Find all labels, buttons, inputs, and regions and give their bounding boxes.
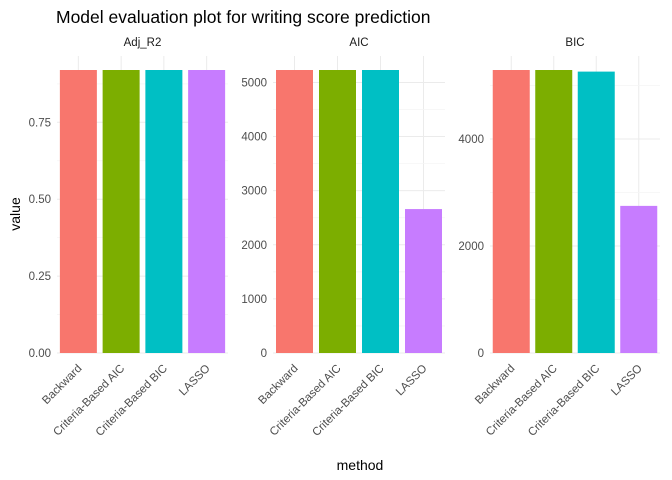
bar-aic-backward: [276, 70, 313, 353]
facet-strip-label: AIC: [349, 37, 368, 49]
y-tick-label: 2000: [241, 240, 267, 252]
x-tick-label: LASSO: [394, 363, 430, 399]
bar-bic-lasso: [620, 205, 658, 353]
facet-panels: 0.000.250.500.75Adj_R2BackwardCriteria-B…: [29, 37, 660, 439]
x-tick-label: Criteria-Based BIC: [94, 363, 170, 439]
y-tick-label: 0.50: [29, 194, 51, 206]
y-tick-label: 1000: [241, 294, 267, 306]
bar-aic-lasso: [405, 209, 442, 353]
panel-adj-r2: 0.00 0.25 0.50 0.75 Adj_R2 BackwardCriteria-B…: [29, 37, 228, 439]
y-tick-label: 0.75: [29, 117, 51, 129]
y-tick-label: 0: [261, 348, 267, 360]
x-tick-label: Criteria-Based BIC: [310, 363, 386, 439]
x-tick-label: Criteria-Based BIC: [526, 363, 602, 439]
x-tick-label: Backward: [473, 363, 517, 407]
bar-adj-r2-backward: [59, 70, 97, 353]
x-tick-label: Backward: [40, 363, 84, 407]
y-tick-label: 5000: [241, 77, 267, 89]
bar-adj-r2-lasso: [188, 70, 226, 353]
x-tick-label: Criteria-Based AIC: [51, 363, 127, 439]
facet-strip-label: BIC: [565, 37, 584, 49]
panel-aic: 0 1000 2000 3000 4000 5000 AIC BackwardCriteria…: [241, 37, 445, 439]
y-tick-label: 0.00: [29, 348, 51, 360]
bar-aic-criteria-based-bic: [362, 70, 399, 353]
y-tick-label: 4000: [458, 134, 484, 146]
x-tick-label: LASSO: [609, 363, 645, 399]
x-tick-label: LASSO: [177, 363, 213, 399]
x-tick-label: Criteria-Based AIC: [484, 363, 560, 439]
chart-title: Model evaluation plot for writing score …: [56, 7, 431, 27]
bar-bic-backward: [492, 70, 530, 353]
x-axis-title: method: [337, 457, 384, 473]
y-tick-label: 0.25: [29, 271, 51, 283]
bar-aic-criteria-based-aic: [319, 70, 356, 353]
x-tick-label: Backward: [256, 363, 300, 407]
x-tick-label: Criteria-Based AIC: [268, 363, 344, 439]
y-tick-label: 2000: [458, 241, 484, 253]
y-tick-label: 4000: [241, 132, 267, 144]
bar-adj-r2-criteria-based-aic: [102, 70, 140, 353]
bar-bic-criteria-based-bic: [577, 71, 615, 353]
y-tick-label: 3000: [241, 186, 267, 198]
facet-strip-label: Adj_R2: [124, 37, 162, 49]
bar-bic-criteria-based-aic: [535, 70, 573, 353]
bar-adj-r2-criteria-based-bic: [145, 70, 183, 353]
y-axis-title: value: [7, 197, 23, 231]
y-tick-label: 0: [478, 348, 484, 360]
